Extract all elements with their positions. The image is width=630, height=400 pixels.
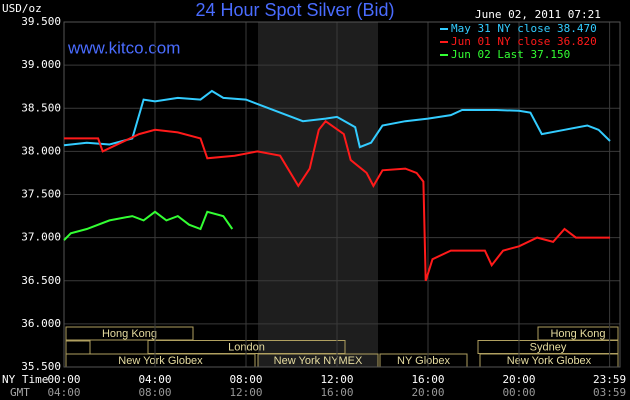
session-box (537, 326, 619, 341)
x2-tick-label: 12:00 (229, 386, 262, 399)
y-tick-label: 39.500 (21, 15, 61, 28)
chart-title: 24 Hour Spot Silver (Bid) (195, 0, 394, 20)
x2-tick-label: 03:59 (593, 386, 626, 399)
x-tick-label: 04:00 (138, 373, 171, 386)
y-tick-label: 36.000 (21, 317, 61, 330)
x2-tick-label: 08:00 (138, 386, 171, 399)
legend-label: May 31 NY close 38.470 (451, 22, 597, 35)
session-label: Hong Kong (550, 328, 605, 340)
x2-axis-label: GMT (10, 386, 30, 399)
x2-tick-label: 04:00 (47, 386, 80, 399)
series-line (63, 210, 234, 241)
y-tick-label: 37.500 (21, 188, 61, 201)
y-tick-label: 39.000 (21, 58, 61, 71)
series-line (64, 119, 610, 282)
x2-tick-label: 00:00 (502, 386, 535, 399)
y-tick-label: 36.500 (21, 274, 61, 287)
y-axis-label: USD/oz (2, 2, 42, 15)
x-tick-label: 16:00 (411, 373, 444, 386)
x-tick-label: 20:00 (502, 373, 535, 386)
session-label: NY Globex (397, 355, 450, 367)
x-tick-label: 23:59 (593, 373, 626, 386)
y-tick-label: 38.500 (21, 101, 61, 114)
x-tick-label: 00:00 (47, 373, 80, 386)
x2-tick-label: 20:00 (411, 386, 444, 399)
y-tick-label: 35.500 (21, 360, 61, 373)
x2-tick-label: 16:00 (320, 386, 353, 399)
legend-label: Jun 02 Last 37.150 (451, 48, 570, 61)
session-label: New York Globex (118, 355, 203, 367)
session-label: New York Globex (507, 355, 592, 367)
watermark: www.kitco.com (67, 38, 180, 57)
x-tick-label: 12:00 (320, 373, 353, 386)
session-label: Sydney (530, 341, 567, 353)
x-axis-label: NY Time (2, 373, 48, 386)
plot-frame (63, 21, 621, 368)
series-line (63, 89, 611, 149)
timestamp: June 02, 2011 07:21 (475, 8, 601, 21)
y-tick-label: 37.000 (21, 231, 61, 244)
x-tick-label: 08:00 (229, 373, 262, 386)
session-label: Hong Kong (102, 328, 157, 340)
session-label: New York NYMEX (274, 355, 363, 367)
y-tick-label: 38.000 (21, 144, 61, 157)
session-box (65, 326, 194, 341)
legend-label: Jun 01 NY close 36.820 (451, 35, 597, 48)
